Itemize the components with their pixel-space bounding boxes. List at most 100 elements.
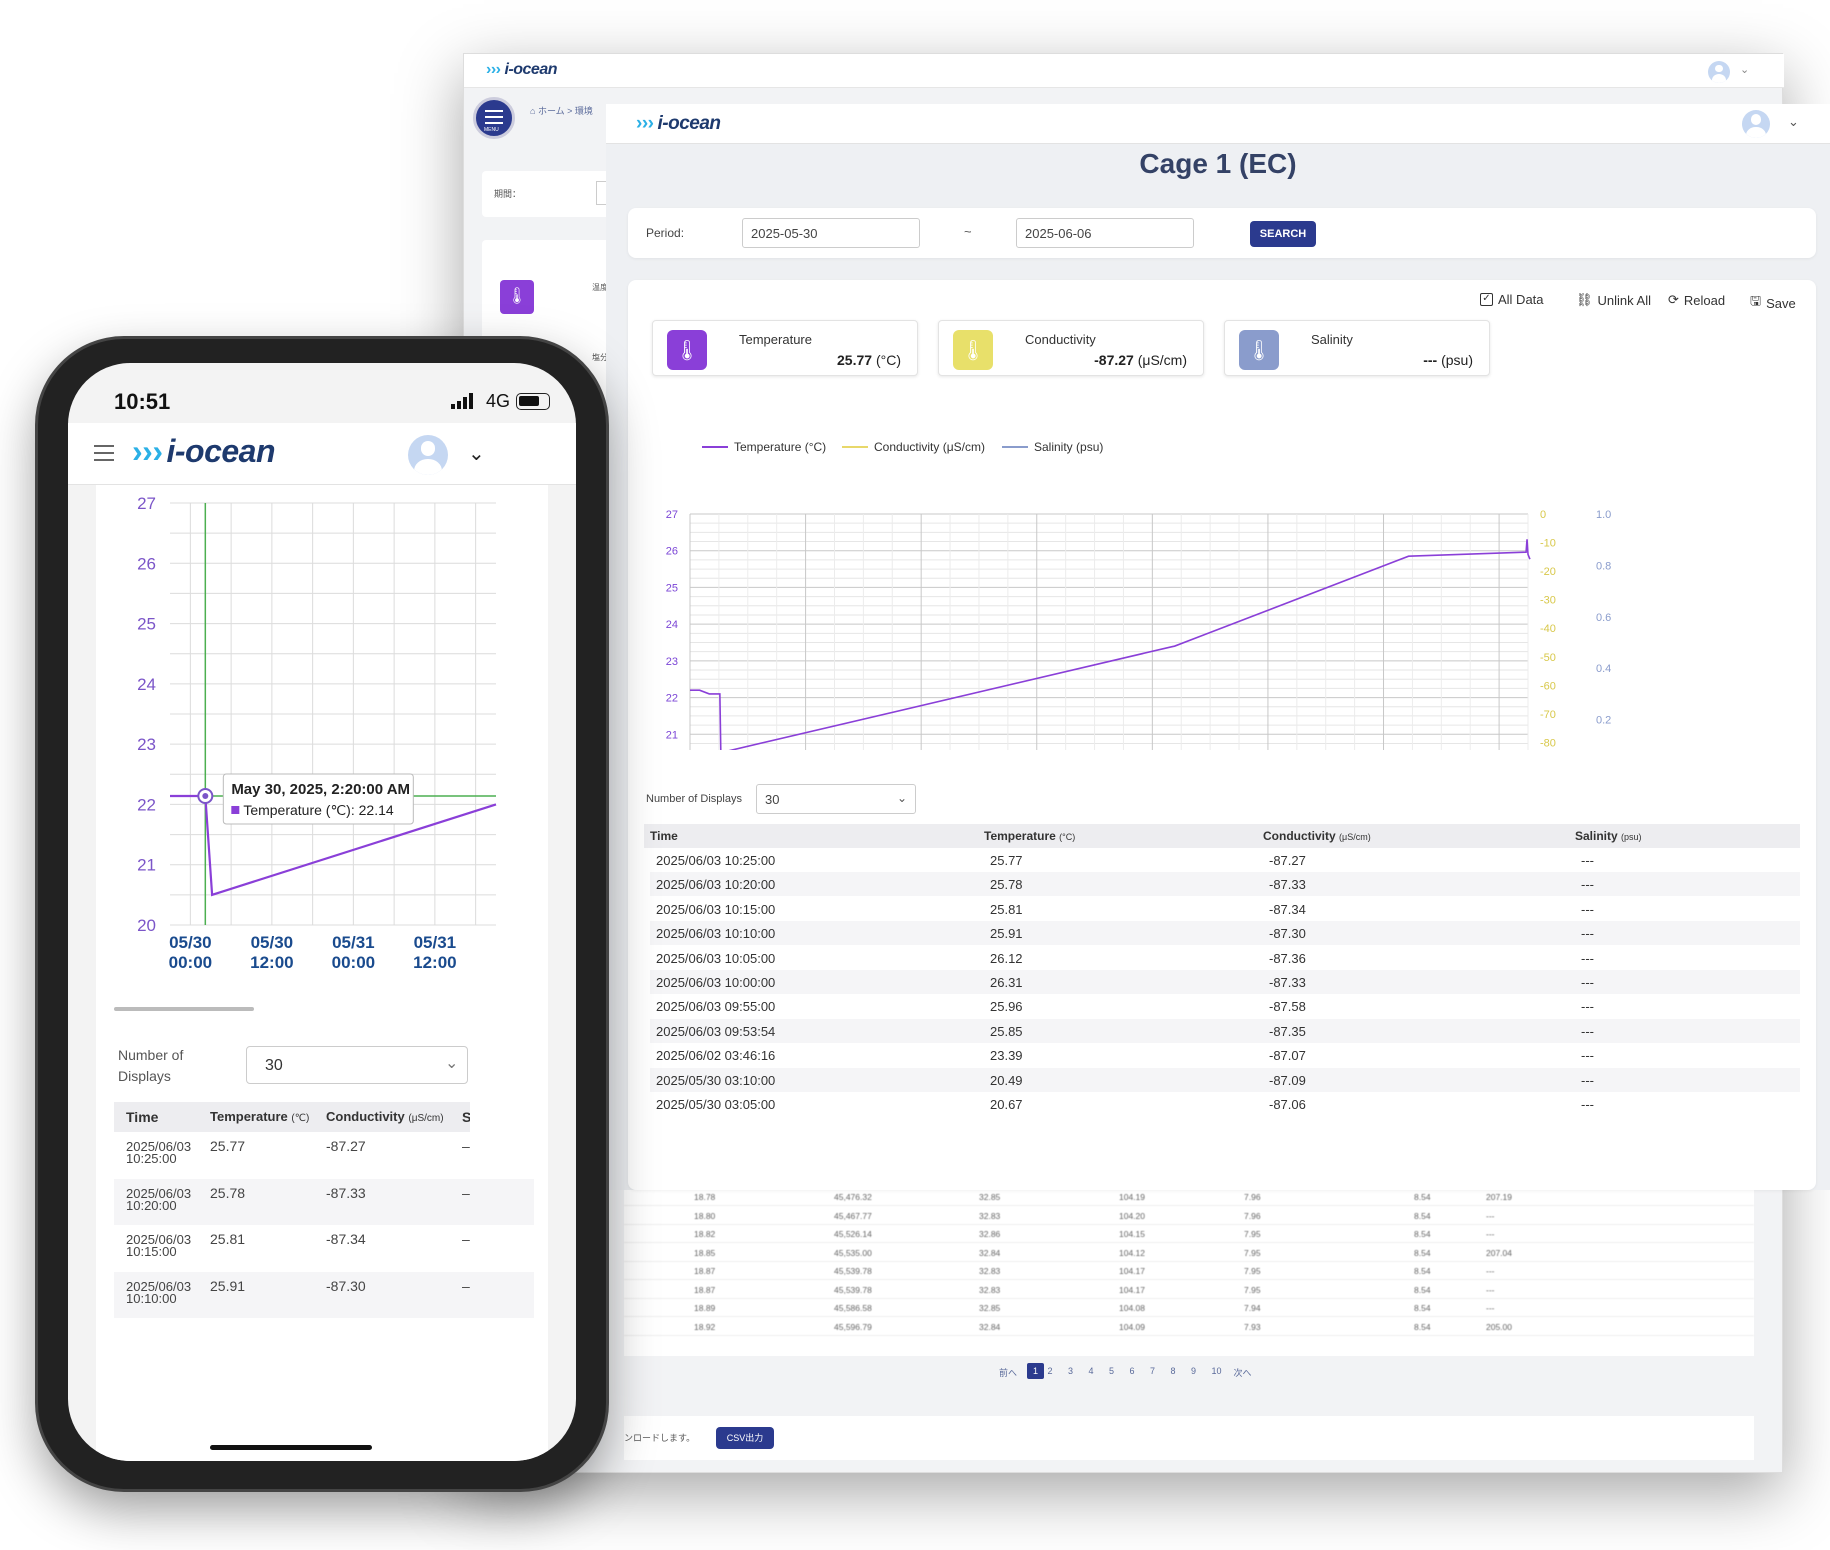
back-table-row[interactable]: 18.87 45,539.78 32.83 104.17 7.95 8.54 --- xyxy=(624,1281,1754,1299)
back-thermometer-icon: 🌡 xyxy=(500,280,534,314)
col-header-conductivity[interactable]: Conductivity (μS/cm) xyxy=(1263,829,1371,843)
phone-number-of-displays-select[interactable]: 30 ⌄ xyxy=(246,1046,468,1084)
user-avatar[interactable] xyxy=(1742,110,1770,138)
save-button[interactable]: 🖫 Save xyxy=(1750,292,1796,314)
col-header-salinity[interactable]: Salinity (psu) xyxy=(1575,829,1642,843)
back-header: ››› i-ocean ⌄ xyxy=(464,54,1784,88)
phone-table-row[interactable]: 2025/06/03 10:20:00 25.78 -87.33 – xyxy=(114,1178,534,1225)
period-from-input[interactable]: 2025-05-30 xyxy=(742,218,920,248)
back-table-row[interactable]: 18.78 45,476.32 32.85 104.19 7.96 8.54 207.19 xyxy=(624,1188,1754,1206)
col-header-temperature[interactable]: Temperature (°C) xyxy=(984,829,1075,843)
phone-table-row[interactable]: 2025/06/03 10:15:00 25.81 -87.34 – xyxy=(114,1225,534,1271)
page-link[interactable]: 5 xyxy=(1109,1366,1115,1376)
y-tick: 20 xyxy=(137,916,156,935)
page-link[interactable]: 10 xyxy=(1211,1366,1222,1376)
col-header-time[interactable]: Time xyxy=(126,1109,159,1125)
page-link[interactable]: 1 xyxy=(1027,1363,1045,1379)
back-table-cell: 45,476.32 xyxy=(834,1192,872,1202)
stat-label: Conductivity xyxy=(1025,332,1096,347)
menu-button[interactable]: MENU xyxy=(473,97,515,139)
page-link[interactable]: 3 xyxy=(1068,1366,1074,1376)
table-row[interactable]: 2025/06/03 10:05:00 26.12 -87.36 --- xyxy=(650,946,1800,970)
stat-card-conductivity[interactable]: 🌡 Conductivity -87.27 (μS/cm) xyxy=(938,320,1204,376)
table-cell: 20.67 xyxy=(990,1097,1023,1112)
back-side-label-2: 塩分 xyxy=(592,353,608,362)
col-header-time[interactable]: Time xyxy=(650,829,678,843)
legend-swatch xyxy=(842,446,868,448)
page-link[interactable]: 9 xyxy=(1191,1366,1197,1376)
back-table-cell: 7.96 xyxy=(1244,1210,1261,1221)
table-row[interactable]: 2025/06/03 10:25:00 25.77 -87.27 --- xyxy=(650,848,1800,872)
hamburger-icon[interactable] xyxy=(94,445,114,461)
col-header-conductivity[interactable]: Conductivity (μS/cm) xyxy=(326,1109,444,1124)
page-link[interactable]: 6 xyxy=(1129,1366,1135,1376)
page-link[interactable]: 8 xyxy=(1170,1366,1176,1376)
period-to-input[interactable]: 2025-06-06 xyxy=(1016,218,1194,248)
phone-table-row[interactable]: 2025/06/03 10:25:00 25.77 -87.27 – xyxy=(114,1132,534,1178)
csv-button[interactable]: CSV出力 xyxy=(716,1427,774,1449)
back-avatar[interactable] xyxy=(1708,61,1730,83)
temperature-series-line xyxy=(690,539,1531,750)
stat-value: 25.77 (°C) xyxy=(837,352,901,368)
col-header-text: Salinity xyxy=(1575,829,1618,843)
col-header-temperature[interactable]: Temperature (℃) xyxy=(210,1109,309,1124)
back-table-cell: 8.54 xyxy=(1414,1247,1431,1258)
chevron-down-icon[interactable]: ⌄ xyxy=(468,443,485,465)
stat-card-salinity[interactable]: 🌡 Salinity --- (psu) xyxy=(1224,320,1490,376)
back-table-row[interactable]: 18.92 45,596.79 32.84 104.09 7.93 8.54 205.00 xyxy=(624,1318,1754,1336)
back-table-cell: 45,539.78 xyxy=(834,1266,872,1276)
front-logo[interactable]: ››› i-ocean xyxy=(636,113,721,135)
table-row[interactable]: 2025/05/30 03:10:00 20.49 -87.09 --- xyxy=(650,1067,1800,1092)
unlink-all-button[interactable]: ⛓ Unlink All xyxy=(1576,292,1651,308)
back-logo[interactable]: ››› i-ocean xyxy=(486,61,557,79)
back-table-row[interactable]: 18.82 45,526.14 32.86 104.15 7.95 8.54 --- xyxy=(624,1225,1754,1243)
phone-table-cell: -87.30 xyxy=(326,1277,366,1294)
table-row[interactable]: 2025/06/03 10:00:00 26.31 -87.33 --- xyxy=(650,970,1800,994)
main-chart[interactable]: 27262524232221200-10-20-30-40-50-60-70-8… xyxy=(628,450,1816,750)
table-cell: --- xyxy=(1581,999,1594,1015)
chart-scrollbar[interactable] xyxy=(114,1007,254,1011)
back-table-row[interactable]: 18.85 45,535.00 32.84 104.12 7.95 8.54 207.04 xyxy=(624,1244,1754,1262)
phone-table-cell: 2025/06/03 xyxy=(126,1232,192,1247)
phone-logo[interactable]: ››› i-ocean xyxy=(132,433,275,470)
legend-conductivity[interactable]: Conductivity (μS/cm) xyxy=(842,440,985,454)
legend-swatch xyxy=(702,446,728,448)
chevron-down-icon[interactable]: ⌄ xyxy=(1788,114,1799,129)
table-row[interactable]: 2025/06/03 10:15:00 25.81 -87.34 --- xyxy=(650,897,1800,921)
page-link[interactable]: 2 xyxy=(1047,1366,1053,1376)
main-card: ✓ All Data ⛓ Unlink All ⟳ Reload 🖫 Save 🌡 Te… xyxy=(628,280,1816,1190)
back-table-row[interactable]: 18.87 45,539.78 32.83 104.17 7.95 8.54 --- xyxy=(624,1262,1754,1280)
search-button[interactable]: SEARCH xyxy=(1250,221,1316,247)
number-of-displays-select[interactable]: 30 ⌄ xyxy=(756,784,916,814)
stat-card-temperature[interactable]: 🌡 Temperature 25.77 (°C) xyxy=(652,320,918,376)
reload-button[interactable]: ⟳ Reload xyxy=(1668,292,1725,308)
back-chevron-down-icon[interactable]: ⌄ xyxy=(1740,64,1750,76)
back-table-cell: 7.95 xyxy=(1244,1247,1261,1258)
phone-chart[interactable]: 272625242322212005/3000:0005/3012:0005/3… xyxy=(96,485,548,995)
table-cell: 2025/06/03 09:53:54 xyxy=(656,1023,776,1039)
phone-table-cell: -87.33 xyxy=(326,1184,366,1201)
back-table-row[interactable]: 18.89 45,586.58 32.85 104.08 7.94 8.54 --- xyxy=(624,1299,1754,1317)
page-link[interactable]: 4 xyxy=(1088,1366,1094,1376)
table-row[interactable]: 2025/06/03 09:55:00 25.96 -87.58 --- xyxy=(650,994,1800,1018)
page-link[interactable]: 7 xyxy=(1150,1366,1156,1376)
table-cell: --- xyxy=(1581,1048,1594,1064)
breadcrumb[interactable]: ⌂ ホーム > 環境 xyxy=(530,106,593,116)
stat-unit: (psu) xyxy=(1441,352,1473,368)
phone-avatar[interactable] xyxy=(408,435,448,475)
col-header-salinity[interactable]: S xyxy=(462,1109,470,1125)
page-link[interactable]: 前へ xyxy=(999,1368,1018,1378)
table-row[interactable]: 2025/06/02 03:46:16 23.39 -87.07 --- xyxy=(650,1043,1800,1067)
table-row[interactable]: 2025/05/30 03:05:00 20.67 -87.06 --- xyxy=(650,1092,1800,1116)
all-data-toggle[interactable]: ✓ All Data xyxy=(1480,292,1544,307)
phone-table-row[interactable]: 2025/06/03 10:10:00 25.91 -87.30 – xyxy=(114,1271,534,1318)
page-link[interactable]: 次へ xyxy=(1233,1368,1252,1378)
legend-temperature[interactable]: Temperature (°C) xyxy=(702,440,826,454)
home-indicator[interactable] xyxy=(210,1445,372,1450)
table-row[interactable]: 2025/06/03 10:10:00 25.91 -87.30 --- xyxy=(650,921,1800,946)
table-row[interactable]: 2025/06/03 09:53:54 25.85 -87.35 --- xyxy=(650,1018,1800,1043)
period-label: Period: xyxy=(646,226,685,240)
table-row[interactable]: 2025/06/03 10:20:00 25.78 -87.33 --- xyxy=(650,872,1800,897)
legend-salinity[interactable]: Salinity (psu) xyxy=(1002,440,1103,454)
back-table-row[interactable]: 18.80 45,467.77 32.83 104.20 7.96 8.54 --- xyxy=(624,1207,1754,1225)
